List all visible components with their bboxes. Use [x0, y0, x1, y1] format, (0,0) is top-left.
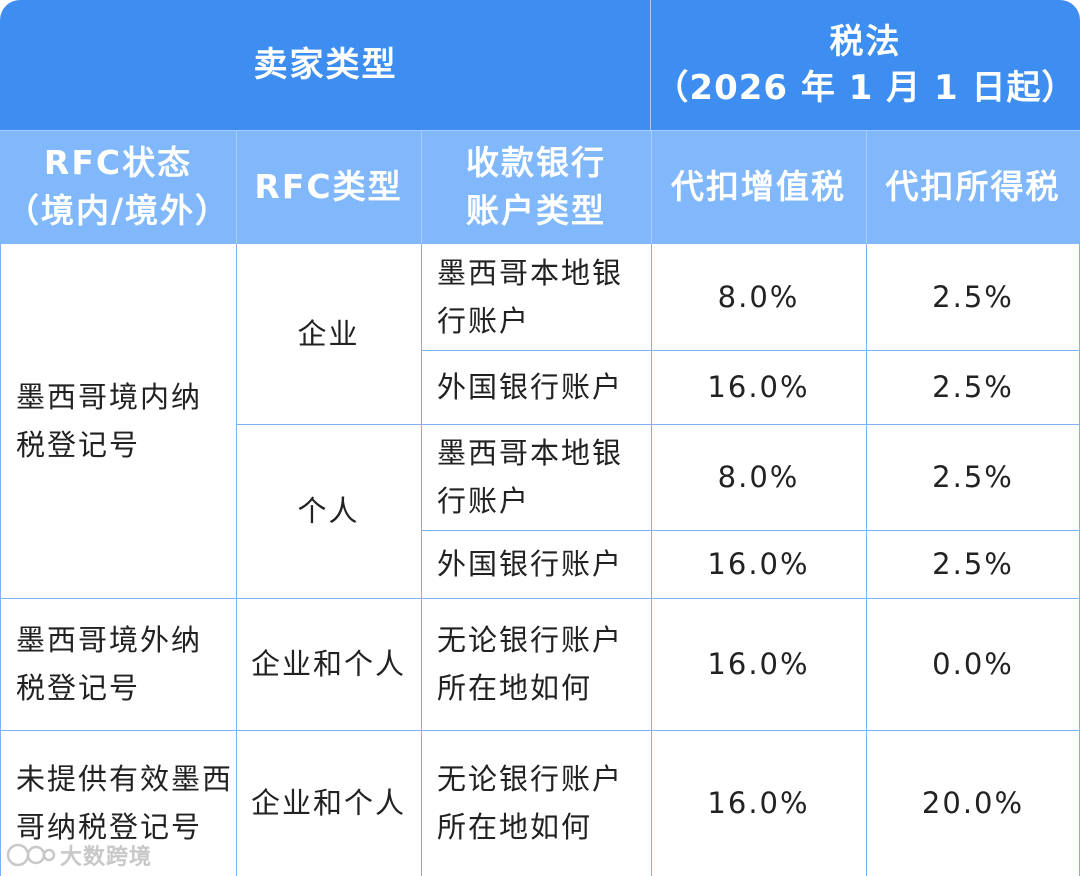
row-1-income-value: 2.5% [932, 280, 1014, 314]
row-3-vat: 8.0% [651, 424, 866, 530]
row-6-vat: 16.0% [651, 730, 866, 876]
row-6-bank-line1: 无论银行账户 [437, 762, 624, 796]
row-6-income: 20.0% [866, 730, 1080, 876]
seller-type-label: 卖家类型 [253, 45, 398, 85]
row-1-vat-value: 8.0% [717, 280, 800, 314]
row-5-income-value: 0.0% [932, 647, 1014, 681]
group-none-line1: 未提供有效墨西 [16, 762, 234, 796]
row-3-vat-value: 8.0% [717, 460, 800, 494]
type-company-label: 企业 [297, 317, 360, 351]
grid-line [236, 244, 237, 876]
row-2-bank-line1: 外国银行账户 [437, 370, 624, 404]
header-divider [236, 130, 237, 244]
row-4-income-value: 2.5% [932, 547, 1014, 581]
group-foreign-line1: 墨西哥境外纳 [16, 623, 203, 657]
row-3-bank-line1: 墨西哥本地银 [437, 436, 624, 470]
grid-line [0, 730, 1080, 731]
type-both-1-label: 企业和个人 [250, 647, 406, 681]
rfc-type-label: RFC类型 [254, 167, 403, 206]
type-individual: 个人 [236, 424, 421, 598]
row-4-bank-line1: 外国银行账户 [437, 547, 624, 581]
tax-law-title: 税法 [829, 22, 902, 62]
row-5-bank-line2: 所在地如何 [437, 671, 593, 705]
group-none-line2: 哥纳税登记号 [16, 810, 203, 844]
tax-law-date: （2026 年 1 月 1 日起） [654, 68, 1077, 108]
type-individual-label: 个人 [297, 494, 360, 528]
column-header-vat: 代扣增值税 [651, 130, 866, 244]
watermark-text: 大数跨境 [60, 845, 153, 870]
row-3-income: 2.5% [866, 424, 1080, 530]
watermark: 大数跨境 [6, 838, 152, 872]
rfc-status-line2: （境内/境外） [5, 191, 231, 230]
bank-type-line2: 账户类型 [466, 191, 606, 230]
column-header-income-tax: 代扣所得税 [866, 130, 1080, 244]
row-4-vat: 16.0% [651, 530, 866, 598]
row-2-vat-value: 16.0% [707, 370, 810, 404]
income-tax-label: 代扣所得税 [885, 167, 1061, 206]
group-foreign: 墨西哥境外纳 税登记号 [0, 598, 236, 730]
row-5-income: 0.0% [866, 598, 1080, 730]
tax-law-header: 税法 （2026 年 1 月 1 日起） [651, 0, 1080, 130]
grid-line [421, 350, 1080, 351]
vat-label: 代扣增值税 [671, 167, 846, 206]
row-5-vat-value: 16.0% [707, 647, 810, 681]
column-header-rfc-type: RFC类型 [236, 130, 421, 244]
grid-line [421, 244, 422, 876]
grid-line [651, 244, 652, 876]
row-4-income: 2.5% [866, 530, 1080, 598]
type-both-2-label: 企业和个人 [250, 786, 406, 820]
seller-type-header: 卖家类型 [0, 0, 651, 130]
row-6-vat-value: 16.0% [707, 786, 810, 820]
group-domestic-line2: 税登记号 [16, 428, 141, 462]
grid-line [0, 598, 1080, 599]
group-domestic: 墨西哥境内纳 税登记号 [0, 244, 236, 598]
bank-type-line1: 收款银行 [466, 143, 606, 182]
group-domestic-line1: 墨西哥境内纳 [16, 380, 203, 414]
row-1-income: 2.5% [866, 244, 1080, 350]
row-4-bank: 外国银行账户 [421, 530, 651, 598]
row-6-bank: 无论银行账户 所在地如何 [421, 730, 651, 876]
header-divider [866, 130, 867, 244]
row-2-income: 2.5% [866, 350, 1080, 424]
row-5-vat: 16.0% [651, 598, 866, 730]
row-5-bank: 无论银行账户 所在地如何 [421, 598, 651, 730]
row-2-bank: 外国银行账户 [421, 350, 651, 424]
column-header-rfc-status: RFC状态 （境内/境外） [0, 130, 236, 244]
grid-line [866, 244, 867, 876]
type-company: 企业 [236, 244, 421, 424]
header-divider [651, 130, 652, 244]
row-3-bank-line2: 行账户 [437, 484, 531, 518]
row-5-bank-line1: 无论银行账户 [437, 623, 624, 657]
rfc-status-line1: RFC状态 [43, 143, 193, 182]
type-both-1: 企业和个人 [236, 598, 421, 730]
row-1-vat: 8.0% [651, 244, 866, 350]
header-divider [650, 0, 651, 130]
type-both-2: 企业和个人 [236, 730, 421, 876]
header-divider [0, 130, 1080, 131]
row-1-bank-line1: 墨西哥本地银 [437, 256, 624, 290]
row-2-vat: 16.0% [651, 350, 866, 424]
group-foreign-line2: 税登记号 [16, 671, 141, 705]
row-1-bank-line2: 行账户 [437, 304, 531, 338]
row-2-income-value: 2.5% [932, 370, 1014, 404]
row-3-bank: 墨西哥本地银 行账户 [421, 424, 651, 530]
grid-line [236, 424, 1080, 425]
row-3-income-value: 2.5% [932, 460, 1014, 494]
row-4-vat-value: 16.0% [707, 547, 810, 581]
grid-line [421, 530, 1080, 531]
row-6-income-value: 20.0% [921, 786, 1025, 820]
watermark-logo-icon [6, 843, 56, 867]
row-1-bank: 墨西哥本地银 行账户 [421, 244, 651, 350]
header-divider [421, 130, 422, 244]
grid-line [0, 244, 1, 876]
column-header-bank-type: 收款银行 账户类型 [421, 130, 651, 244]
group-none: 未提供有效墨西 哥纳税登记号 [0, 730, 236, 876]
row-6-bank-line2: 所在地如何 [437, 810, 593, 844]
